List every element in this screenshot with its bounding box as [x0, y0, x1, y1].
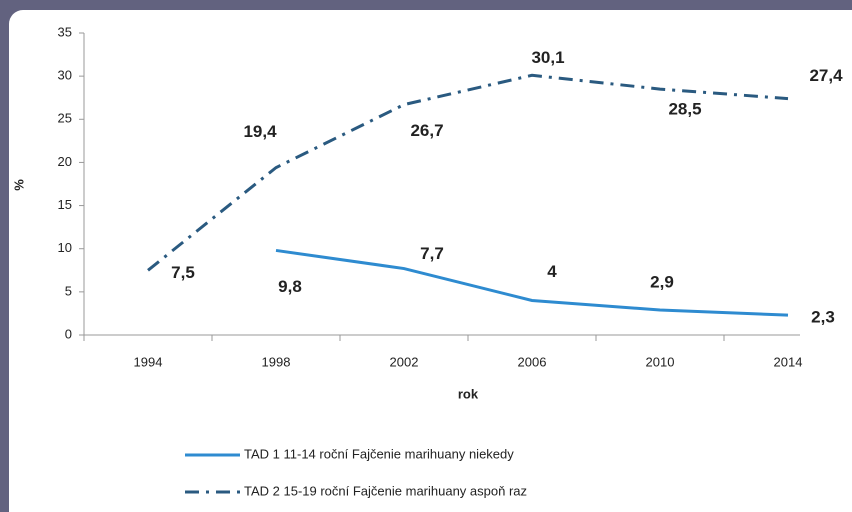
data-label: 19,4	[243, 122, 277, 141]
y-tick-label: 5	[65, 283, 72, 298]
x-tick-label: 2014	[774, 354, 803, 369]
panel	[9, 10, 852, 512]
y-tick-label: 25	[58, 111, 72, 126]
series-line	[147, 73, 789, 272]
x-tick-label: 2010	[646, 354, 675, 369]
data-label: 7,7	[420, 244, 444, 263]
data-label: 2,9	[650, 272, 674, 291]
x-tick-label: 2006	[518, 354, 547, 369]
y-tick-label: 10	[58, 240, 72, 255]
y-tick-label: 35	[58, 24, 72, 39]
x-tick-label: 1994	[134, 354, 163, 369]
data-label: 2,3	[811, 308, 835, 327]
legend-label: TAD 1 11-14 roční Fajčenie marihuany nie…	[244, 446, 514, 461]
series-line	[275, 248, 789, 317]
data-label: 30,1	[531, 48, 564, 67]
legend-label: TAD 2 15-19 roční Fajčenie marihuany asp…	[244, 483, 527, 498]
y-axis-label: %	[11, 179, 26, 191]
y-tick-label: 30	[58, 68, 72, 83]
data-label: 27,4	[809, 66, 843, 85]
data-label: 26,7	[410, 121, 443, 140]
y-tick-label: 15	[58, 197, 72, 212]
data-label: 4	[547, 262, 557, 281]
x-axis-label: rok	[458, 386, 479, 401]
x-tick-label: 2002	[390, 354, 419, 369]
y-tick-label: 0	[65, 326, 72, 341]
data-label: 7,5	[171, 263, 195, 282]
y-tick-label: 20	[58, 154, 72, 169]
data-label: 28,5	[668, 100, 701, 119]
x-tick-label: 1998	[262, 354, 291, 369]
data-label: 9,8	[278, 277, 302, 296]
